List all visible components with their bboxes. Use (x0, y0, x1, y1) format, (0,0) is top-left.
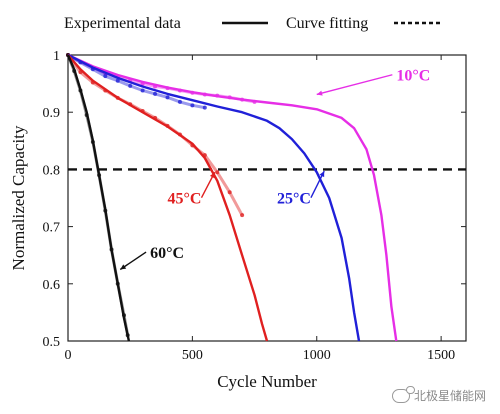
legend-label-experimental: Experimental data (64, 15, 181, 32)
annotation-arrow (316, 74, 393, 96)
y-tick-label: 1 (53, 49, 60, 64)
x-tick-label: 500 (182, 348, 203, 363)
y-tick-label: 0.9 (43, 106, 61, 121)
experimental-point (215, 170, 220, 175)
annotation-arrowhead (316, 90, 323, 96)
y-axis-label: Normalized Capacity (9, 125, 28, 270)
series-annotation-label: 45°C (168, 191, 202, 208)
experimental-series (67, 53, 206, 110)
legend: Experimental data Curve fitting (64, 15, 440, 32)
x-tick-label: 0 (65, 348, 72, 363)
experimental-point (165, 95, 170, 100)
experimental-point (103, 74, 108, 79)
annotation-arrowhead (319, 171, 325, 178)
watermark: 北极星储能网 (391, 385, 486, 404)
annotation-layer: 10°C 25°C 45°C 60°C (119, 68, 430, 271)
experimental-point (240, 213, 245, 218)
experimental-point (115, 78, 120, 83)
annotation-arrowhead (209, 172, 215, 179)
experimental-point (202, 105, 207, 110)
fit-curve (66, 54, 131, 342)
x-axis-label: Cycle Number (217, 372, 317, 391)
experimental-point (177, 99, 182, 104)
curve-fitting-layer (66, 53, 398, 342)
experimental-point (190, 103, 195, 108)
plot-area-frame (67, 54, 467, 342)
y-tick-label: 0.6 (43, 278, 61, 293)
experimental-data-layer (66, 53, 257, 338)
experimental-point (227, 190, 232, 195)
experimental-point (128, 83, 133, 88)
annotation-arrowhead (120, 264, 127, 270)
experimental-point (153, 91, 158, 96)
x-tick-label: 1500 (427, 348, 455, 363)
y-tick-label: 0.7 (43, 221, 61, 236)
wechat-icon (391, 385, 415, 403)
watermark-text: 北极星储能网 (413, 389, 486, 403)
y-tick-label: 0.8 (43, 163, 61, 178)
legend-label-curve-fitting: Curve fitting (286, 15, 368, 32)
series-annotation-label: 60°C (150, 245, 184, 262)
series-annotation-label: 25°C (277, 191, 311, 208)
fit-curve (67, 53, 398, 342)
fit-curve (67, 53, 361, 342)
fit-curve (67, 54, 269, 342)
series-annotation-label: 10°C (396, 68, 430, 85)
experimental-point (140, 88, 145, 93)
y-tick-label: 0.5 (43, 335, 61, 350)
experimental-series (66, 54, 244, 216)
x-tick-label: 1000 (303, 348, 331, 363)
axis-layer: 0 500 1000 1500 0.5 0.6 0.7 0.8 0.9 1 (43, 49, 466, 363)
